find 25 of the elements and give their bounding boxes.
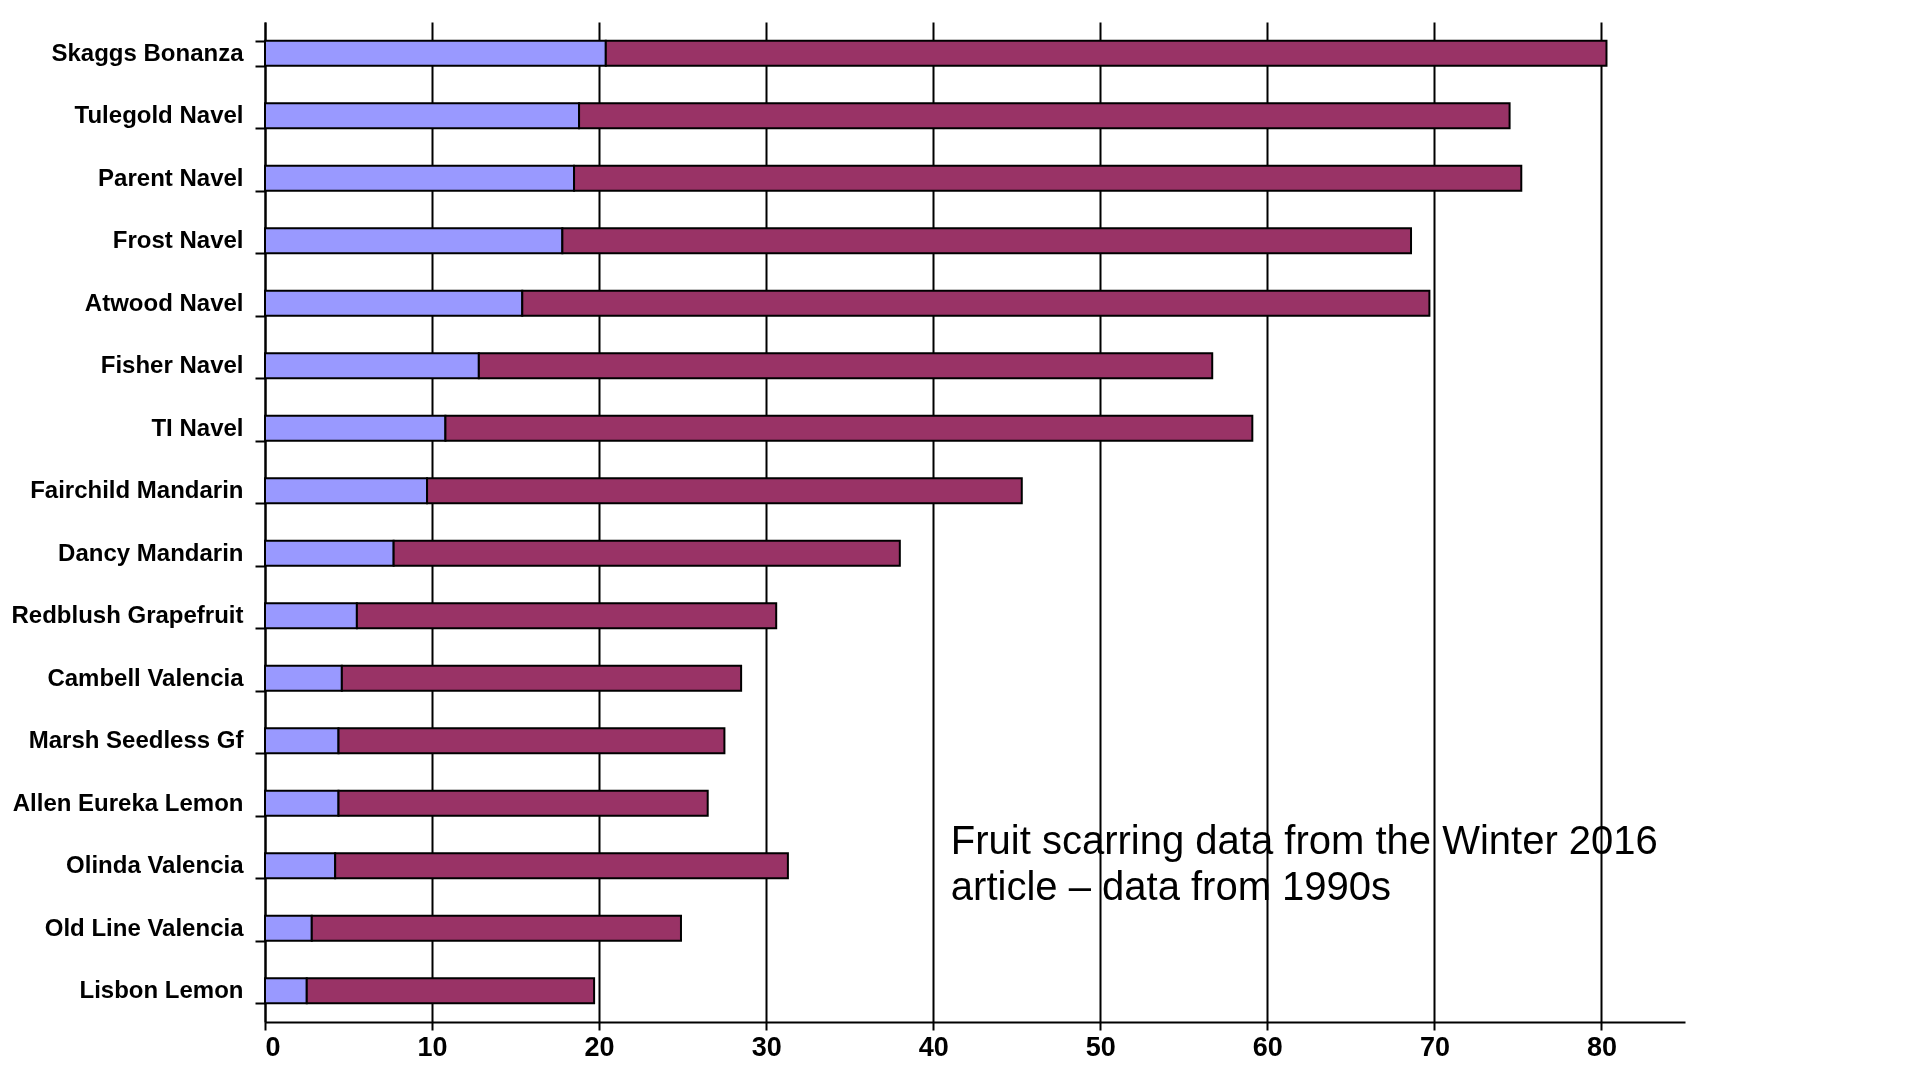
- x-tick-label: 70: [1419, 1031, 1450, 1062]
- y-tick-label: Skaggs Bonanza: [51, 38, 245, 66]
- x-tick-label: 10: [417, 1031, 448, 1062]
- y-tick-label: Atwood Navel: [84, 288, 244, 316]
- y-tick-label: Lisbon Lemon: [79, 976, 244, 1004]
- x-tick-label: 0: [265, 1031, 281, 1062]
- x-tick-label: 60: [1252, 1031, 1283, 1062]
- x-tick-label: 40: [918, 1031, 949, 1062]
- y-tick-label: Parent Navel: [98, 163, 244, 191]
- y-tick-label: TI Navel: [151, 413, 244, 441]
- y-tick-label: Tulegold Navel: [74, 101, 244, 129]
- y-tick-label: Redblush Grapefruit: [11, 601, 244, 629]
- y-tick-label: Frost Navel: [112, 226, 244, 254]
- y-tick-label: Olinda Valencia: [66, 851, 245, 879]
- x-tick-label: 50: [1085, 1031, 1116, 1062]
- y-tick-label: Cambell Valencia: [47, 663, 245, 691]
- x-tick-label: 30: [751, 1031, 782, 1062]
- x-tick-label: 80: [1586, 1031, 1617, 1062]
- y-tick-label: Dancy Mandarin: [58, 538, 244, 566]
- x-tick-label: 20: [584, 1031, 615, 1062]
- y-tick-label: Marsh Seedless Gf: [28, 726, 245, 754]
- y-tick-label: Fairchild Mandarin: [30, 476, 244, 504]
- y-tick-label: Fisher Navel: [100, 351, 244, 379]
- y-tick-label: Allen Eureka Lemon: [12, 788, 244, 816]
- y-tick-label: Old Line Valencia: [44, 913, 245, 941]
